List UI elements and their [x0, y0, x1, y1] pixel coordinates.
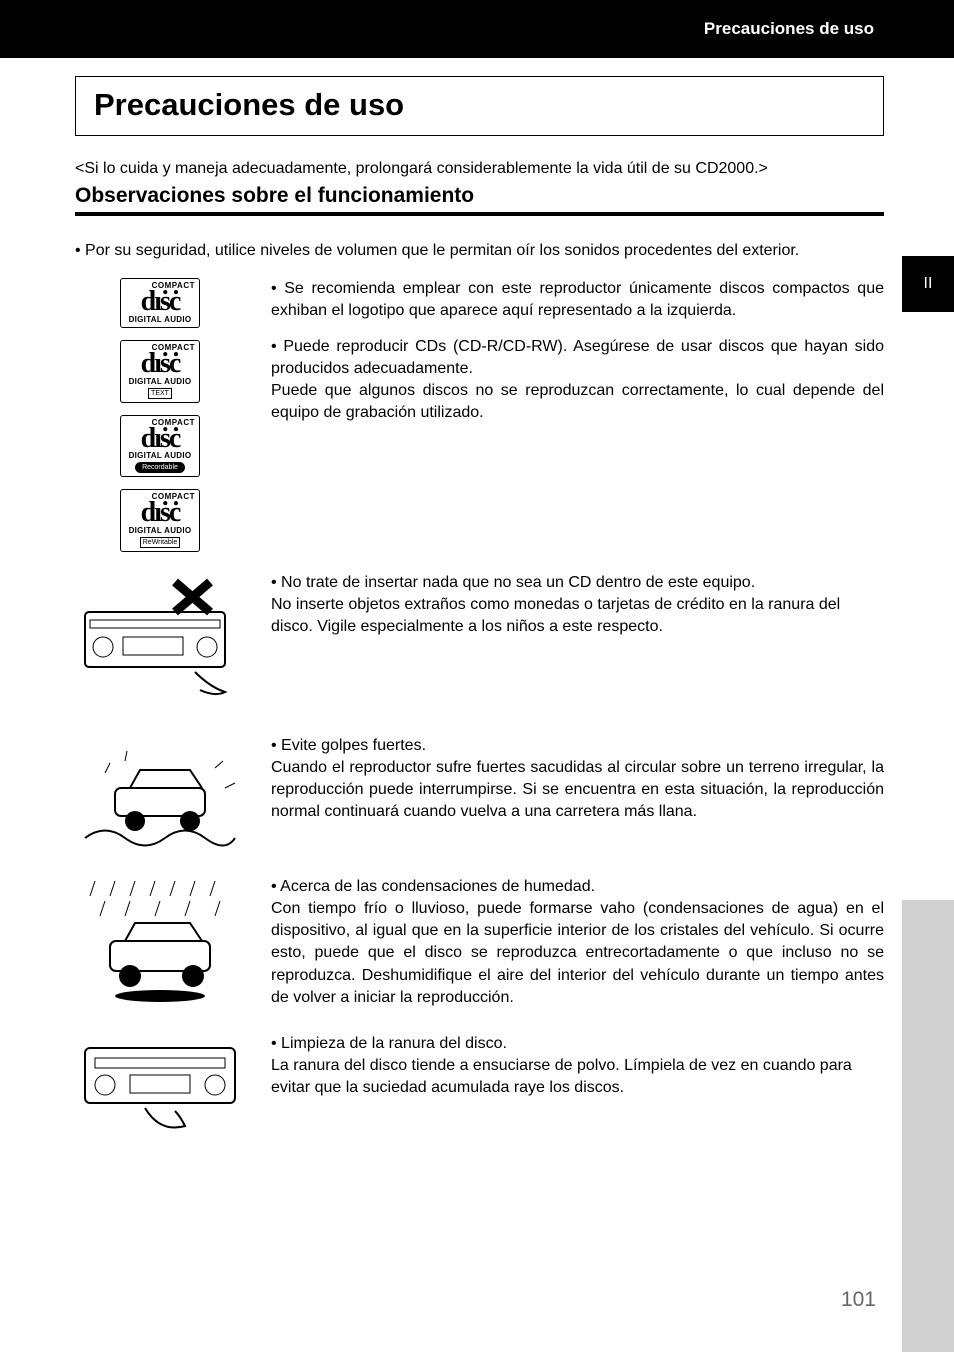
- disc-icon: dıṡċ: [125, 501, 195, 525]
- no-insert-text: No trate de insertar nada que no sea un …: [271, 572, 884, 652]
- bumps-text: Evite golpes fuertes. Cuando el reproduc…: [271, 735, 884, 837]
- cleaning-text: Limpieza de la ranura del disco. La ranu…: [271, 1033, 884, 1113]
- disc-icon: dıṡċ: [125, 352, 195, 376]
- bullet-cleaning: Limpieza de la ranura del disco. La ranu…: [271, 1033, 884, 1099]
- header-breadcrumb: Precauciones de uso: [704, 19, 874, 39]
- header-bar: Precauciones de uso: [0, 0, 954, 58]
- disc-icon: dıṡċ: [125, 290, 195, 314]
- cd-logos-column: COMPACT dıṡċ DIGITAL AUDIO COMPACT dıṡċ …: [75, 278, 245, 552]
- row-no-insert: No trate de insertar nada que no sea un …: [75, 572, 884, 707]
- illus-no-insert: [75, 572, 245, 707]
- bullet-use-logo-discs: Se recomienda emplear con este reproduct…: [271, 278, 884, 322]
- illus-rain-car: [75, 876, 245, 1011]
- bullet-no-foreign-objects: No trate de insertar nada que no sea un …: [271, 572, 884, 638]
- bullet-condensation: Acerca de las condensaciones de humedad.…: [271, 876, 884, 1008]
- section-rule: [75, 212, 884, 216]
- cd-logos-text: Se recomienda emplear con este reproduct…: [271, 278, 884, 438]
- illus-clean-slot: [75, 1033, 245, 1133]
- cd-logo-text: COMPACT dıṡċ DIGITAL AUDIO TEXT: [120, 340, 200, 403]
- condensation-text: Acerca de las condensaciones de humedad.…: [271, 876, 884, 1022]
- page-body: Precauciones de uso <Si lo cuida y manej…: [0, 58, 954, 1133]
- car-bumpy-icon: [75, 743, 245, 863]
- clean-slot-icon: [75, 1033, 245, 1133]
- bullet-list: Por su seguridad, utilice niveles de vol…: [75, 242, 884, 260]
- side-tab-label: II: [924, 275, 933, 293]
- disc-icon: dıṡċ: [125, 427, 195, 451]
- cd-logo-recordable: COMPACT dıṡċ DIGITAL AUDIO Recordable: [120, 415, 200, 478]
- section-heading: Observaciones sobre el funcionamiento: [75, 184, 884, 208]
- cd-logo-basic: COMPACT dıṡċ DIGITAL AUDIO: [120, 278, 200, 328]
- row-cleaning: Limpieza de la ranura del disco. La ranu…: [75, 1033, 884, 1133]
- cd-logo-rewritable: COMPACT dıṡċ DIGITAL AUDIO ReWritable: [120, 489, 200, 552]
- intro-note: <Si lo cuida y maneja adecuadamente, pro…: [75, 160, 884, 178]
- page-title: Precauciones de uso: [94, 87, 865, 123]
- car-rain-icon: [75, 876, 245, 1011]
- side-grey-strip: [902, 900, 954, 1352]
- row-condensation: Acerca de las condensaciones de humedad.…: [75, 876, 884, 1022]
- bullet-safety: Por su seguridad, utilice niveles de vol…: [75, 242, 884, 260]
- illus-bumpy-car: [75, 735, 245, 870]
- page-number: 101: [841, 1288, 876, 1312]
- bullet-bumps: Evite golpes fuertes. Cuando el reproduc…: [271, 735, 884, 823]
- row-cd-logos: COMPACT dıṡċ DIGITAL AUDIO COMPACT dıṡċ …: [75, 278, 884, 552]
- side-tab: II: [902, 256, 954, 312]
- bullet-cdr-cdrw: Puede reproducir CDs (CD-R/CD-RW). Asegú…: [271, 336, 884, 424]
- insert-x-icon: [75, 572, 245, 707]
- title-box: Precauciones de uso: [75, 76, 884, 136]
- row-bumps: Evite golpes fuertes. Cuando el reproduc…: [75, 735, 884, 870]
